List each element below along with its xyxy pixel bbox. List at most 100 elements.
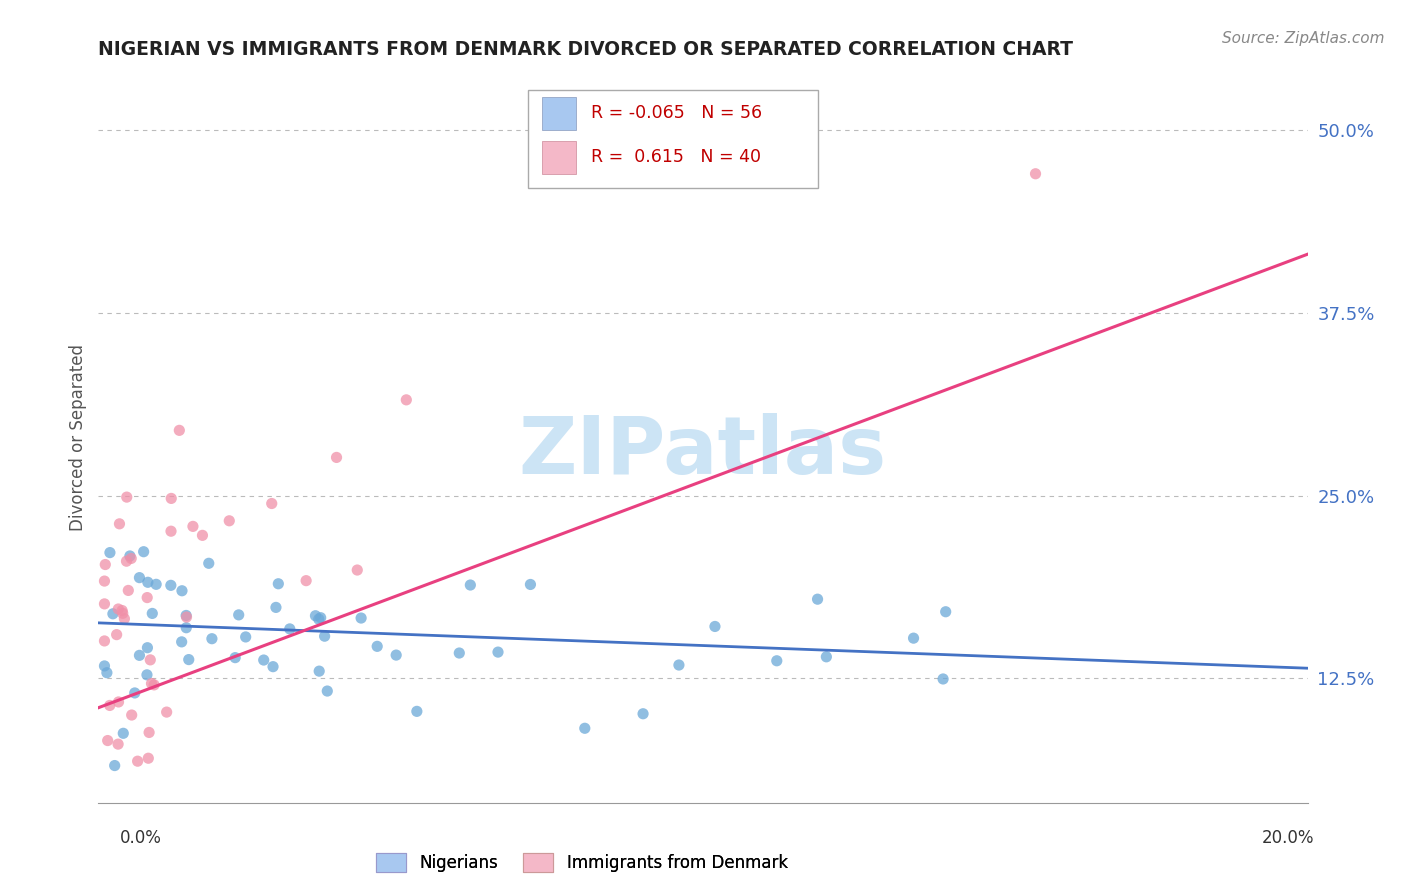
Point (253, 653, 276, 667)
Point (806, 592, 828, 607)
Text: R = -0.065   N = 56: R = -0.065 N = 56 (591, 104, 762, 122)
Point (93, 574, 115, 588)
Point (139, 653, 162, 667)
Point (117, 583, 139, 598)
Point (93, 597, 115, 611)
Point (191, 528, 214, 542)
Point (1024, 167, 1046, 181)
Point (574, 721, 596, 735)
Point (449, 646, 471, 660)
Point (350, 611, 373, 625)
Point (101, 607, 124, 621)
FancyBboxPatch shape (543, 141, 576, 174)
Point (170, 635, 193, 649)
Point (486, 645, 509, 659)
Point (143, 678, 166, 692)
Point (765, 654, 787, 668)
Point (127, 754, 149, 768)
Legend: Nigerians, Immigrants from Denmark: Nigerians, Immigrants from Denmark (370, 846, 794, 879)
Point (160, 491, 183, 506)
Text: 20.0%: 20.0% (1263, 829, 1315, 847)
Point (96, 665, 118, 680)
Point (115, 490, 138, 504)
FancyBboxPatch shape (527, 90, 818, 188)
Point (460, 578, 482, 592)
Point (94, 558, 117, 572)
Point (366, 640, 388, 654)
Point (145, 577, 167, 591)
Point (136, 668, 159, 682)
FancyBboxPatch shape (543, 97, 576, 130)
Point (704, 619, 727, 633)
Point (118, 549, 141, 563)
Point (120, 551, 142, 566)
Point (107, 602, 129, 616)
Point (138, 725, 160, 739)
Point (128, 648, 150, 663)
Point (197, 556, 219, 570)
Point (160, 578, 183, 592)
Point (304, 608, 326, 623)
Point (104, 758, 127, 772)
Point (314, 629, 336, 643)
Point (201, 632, 224, 646)
Point (98, 546, 121, 560)
Point (181, 519, 204, 533)
Point (136, 591, 159, 605)
Text: R =  0.615   N = 40: R = 0.615 N = 40 (591, 148, 761, 166)
Point (218, 514, 240, 528)
Point (160, 524, 183, 539)
Point (309, 611, 332, 625)
Text: NIGERIAN VS IMMIGRANTS FROM DENMARK DIVORCED OR SEPARATED CORRELATION CHART: NIGERIAN VS IMMIGRANTS FROM DENMARK DIVO… (98, 39, 1073, 59)
Point (224, 650, 246, 665)
Point (174, 608, 197, 623)
Point (278, 622, 301, 636)
Point (105, 627, 128, 641)
Text: Source: ZipAtlas.com: Source: ZipAtlas.com (1222, 31, 1385, 46)
Point (174, 621, 197, 635)
Point (176, 610, 198, 624)
Point (264, 600, 287, 615)
Point (903, 631, 925, 645)
Point (262, 659, 284, 673)
Point (235, 630, 257, 644)
Point (136, 640, 159, 655)
Point (136, 575, 159, 590)
Point (631, 706, 654, 721)
Point (325, 450, 347, 465)
Point (932, 672, 955, 686)
Point (395, 392, 418, 407)
Point (405, 704, 427, 718)
Point (668, 658, 690, 673)
Text: ZIPatlas: ZIPatlas (519, 413, 887, 491)
Point (228, 607, 250, 622)
Point (519, 577, 541, 591)
Point (111, 603, 134, 617)
Point (98, 698, 121, 713)
Point (93, 659, 115, 673)
Point (815, 649, 838, 664)
Point (385, 648, 408, 662)
Point (93, 634, 115, 648)
Point (97, 733, 120, 747)
Point (108, 516, 131, 531)
Point (121, 708, 143, 723)
Point (346, 563, 368, 577)
Point (112, 726, 135, 740)
Point (112, 612, 135, 626)
Point (128, 571, 150, 585)
Text: 0.0%: 0.0% (120, 829, 162, 847)
Point (316, 684, 339, 698)
Y-axis label: Divorced or Separated: Divorced or Separated (69, 343, 87, 531)
Point (260, 496, 283, 510)
Point (107, 737, 129, 751)
Point (115, 554, 138, 568)
Point (267, 576, 290, 591)
Point (141, 607, 163, 621)
Point (132, 545, 155, 559)
Point (308, 664, 330, 678)
Point (156, 705, 179, 719)
Point (111, 607, 134, 621)
Point (124, 686, 146, 700)
Point (141, 676, 163, 690)
